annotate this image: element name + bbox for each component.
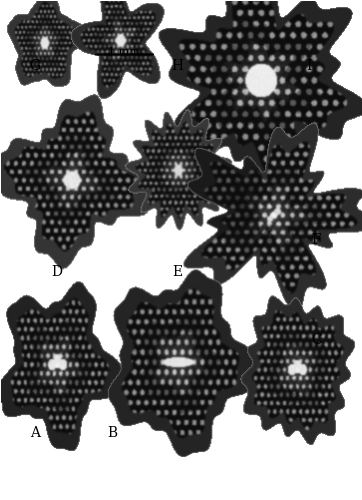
Text: C: C bbox=[311, 333, 321, 347]
Text: I: I bbox=[306, 58, 312, 72]
Text: G: G bbox=[29, 58, 41, 72]
Text: F: F bbox=[311, 233, 321, 247]
Text: A: A bbox=[30, 426, 40, 440]
Text: D: D bbox=[51, 266, 62, 280]
Text: E: E bbox=[172, 266, 182, 280]
Text: B: B bbox=[108, 426, 118, 440]
Text: H: H bbox=[171, 58, 184, 72]
Text: 1 mm: 1 mm bbox=[109, 46, 140, 56]
